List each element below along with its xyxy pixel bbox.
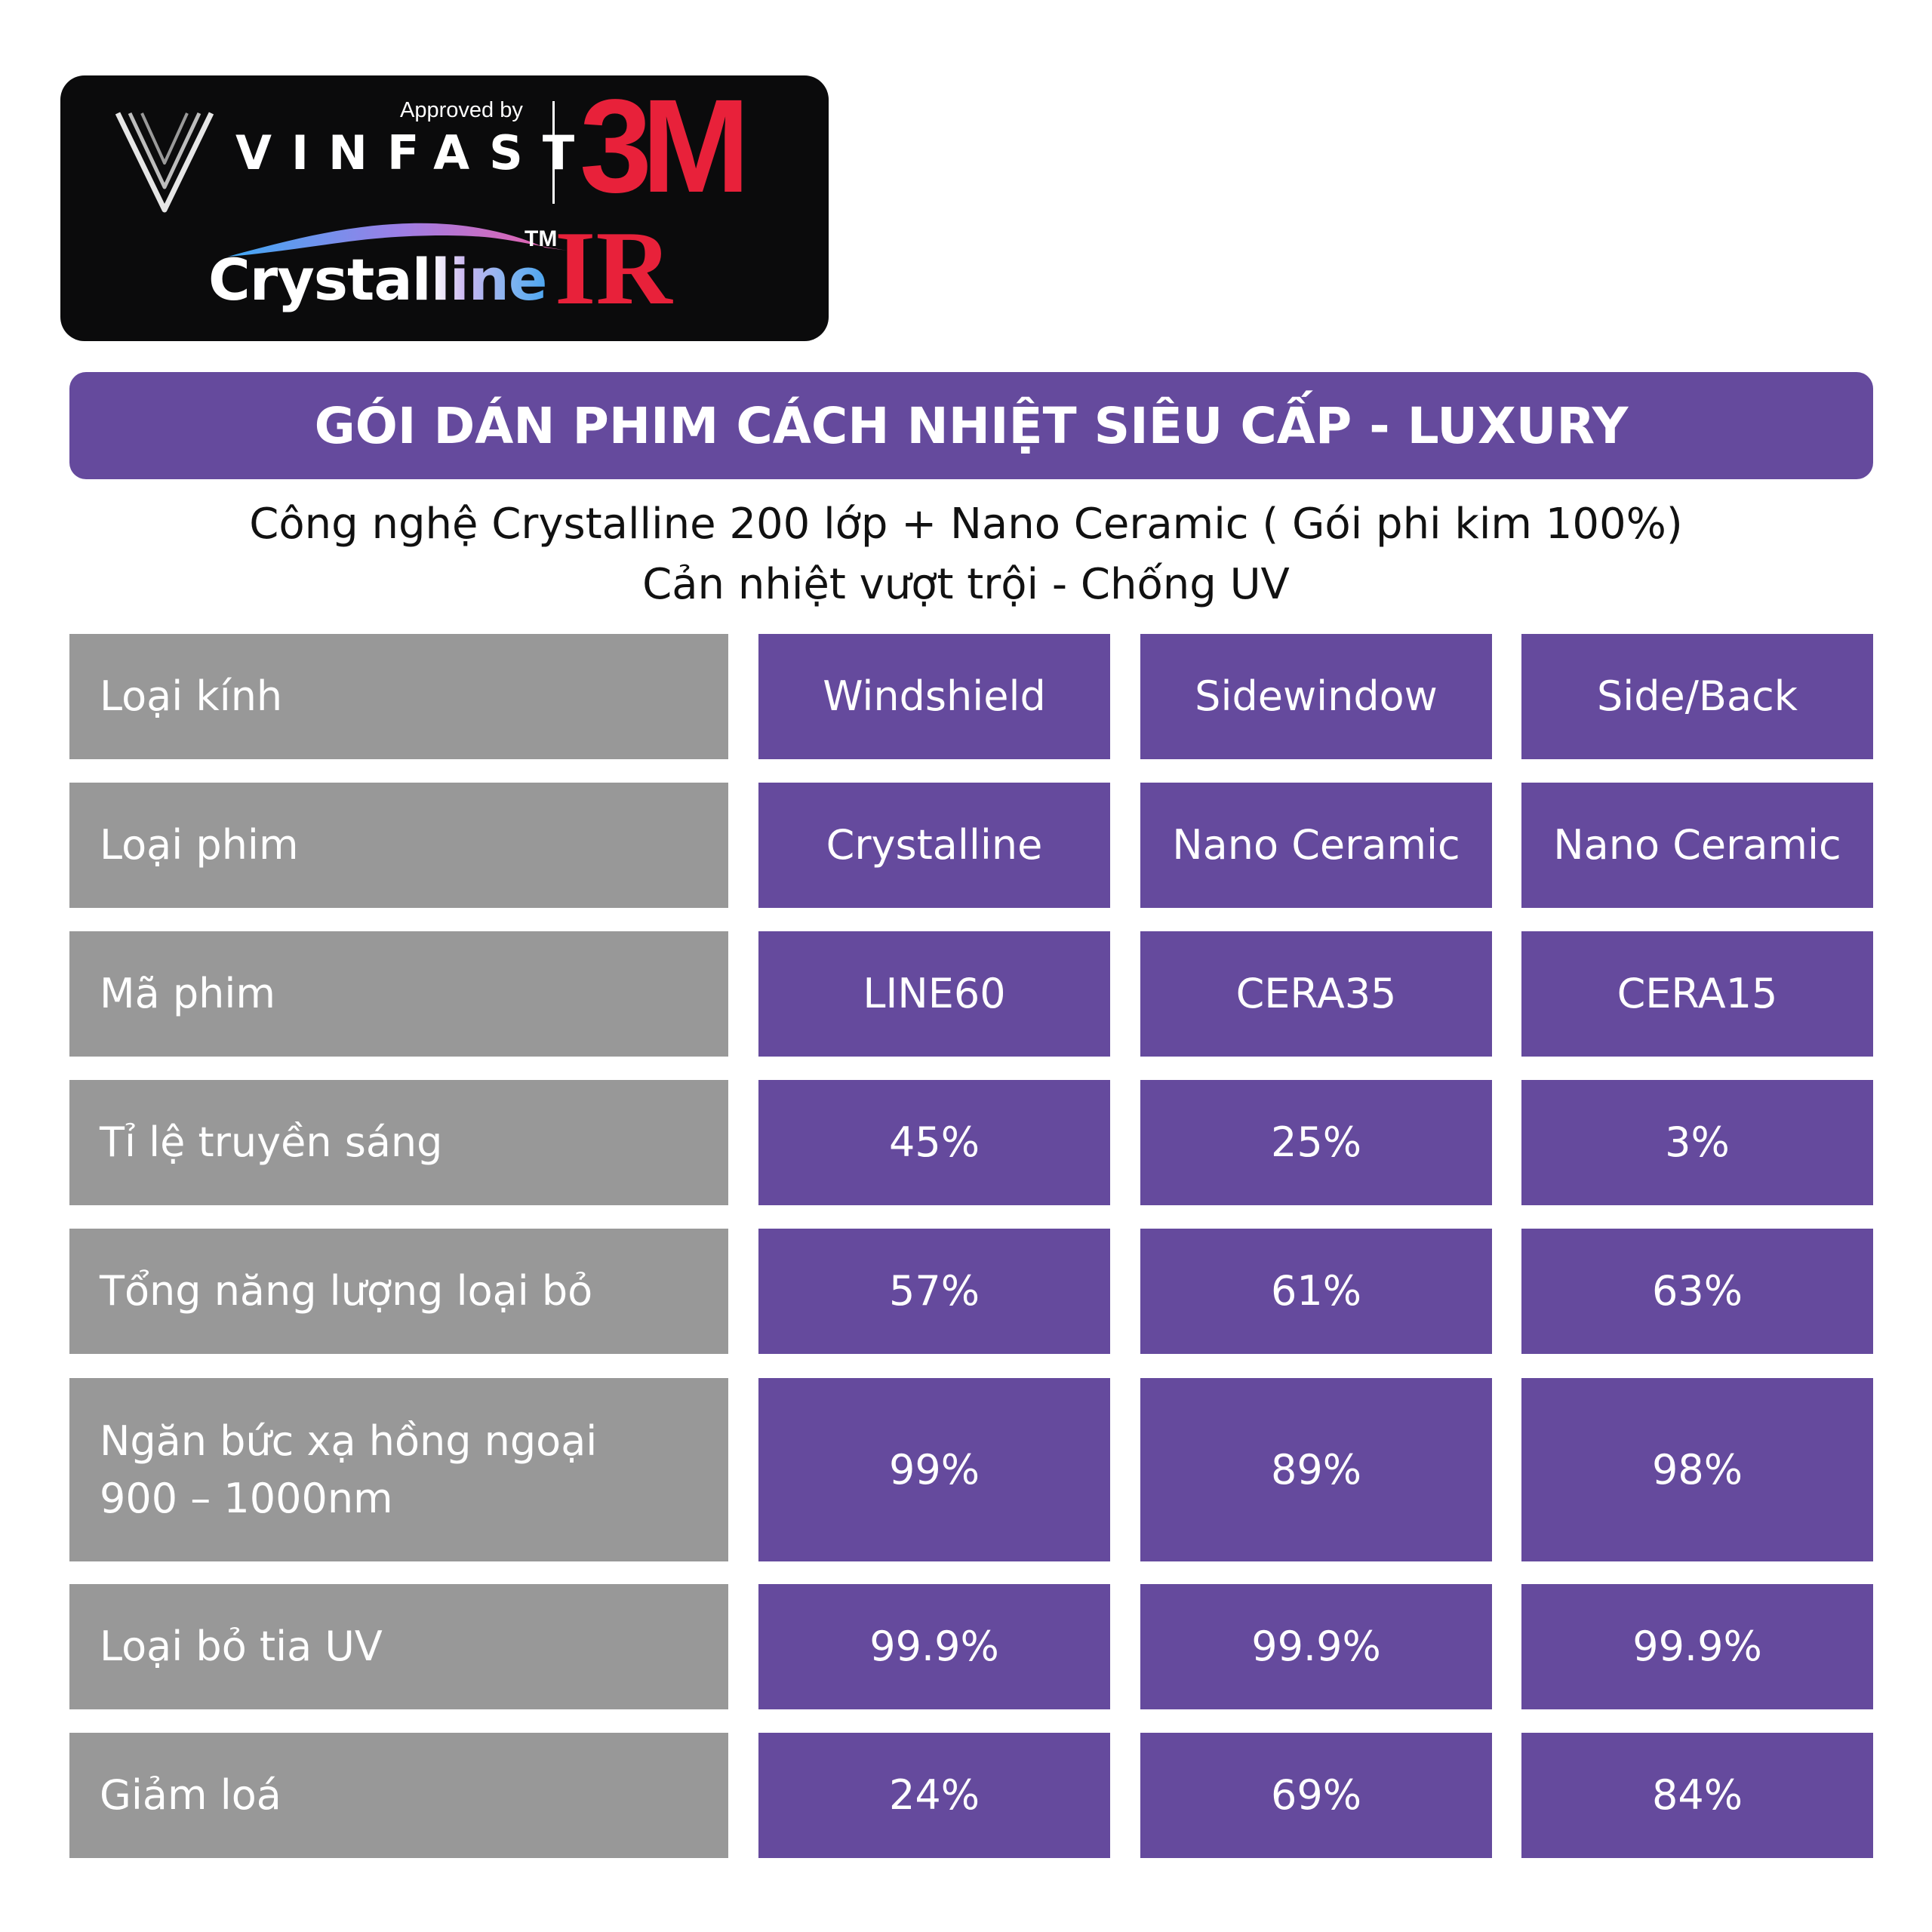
table-row-label: Tổng năng lượng loại bỏ: [69, 1229, 728, 1354]
table-row-label: Giảm loá: [69, 1733, 728, 1858]
approved-by-text: Approved by: [400, 98, 523, 122]
trademark-text: TM: [525, 226, 558, 251]
vinfast-v-logo-icon: [115, 112, 214, 213]
table-cell: Nano Ceramic: [1521, 783, 1873, 908]
table-cell: 89%: [1140, 1378, 1492, 1561]
table-row-label: Loại bỏ tia UV: [69, 1584, 728, 1709]
crystalline-wordmark-gradient: line: [430, 246, 548, 313]
brand-logo-badge: Approved by VINFAST 3M Crystalline TM IR: [60, 75, 829, 341]
table-cell: 24%: [758, 1733, 1110, 1858]
table-cell: 61%: [1140, 1229, 1492, 1354]
table-cell: 99.9%: [1521, 1584, 1873, 1709]
brand-3m-logo: 3M: [580, 75, 750, 220]
table-cell: Sidewindow: [1140, 634, 1492, 759]
ir-logo-text: IR: [555, 219, 673, 313]
table-row-label-text: Tỉ lệ truyền sáng: [100, 1118, 443, 1167]
table-cell: LINE60: [758, 931, 1110, 1057]
table-cell: 98%: [1521, 1378, 1873, 1561]
title-banner: GÓI DÁN PHIM CÁCH NHIỆT SIÊU CẤP - LUXUR…: [69, 372, 1873, 479]
logo-divider: [552, 101, 555, 204]
table-cell: 69%: [1140, 1733, 1492, 1858]
table-cell: 25%: [1140, 1080, 1492, 1205]
table-cell: 99.9%: [758, 1584, 1110, 1709]
subtitle-line-2: Cản nhiệt vượt trội - Chống UV: [642, 560, 1290, 609]
table-cell: Windshield: [758, 634, 1110, 759]
table-cell: 99%: [758, 1378, 1110, 1561]
car-swoosh-icon: [228, 223, 568, 257]
crystalline-wordmark-main: Crystal: [208, 246, 432, 313]
table-row-label: Tỉ lệ truyền sáng: [69, 1080, 728, 1205]
table-cell: 99.9%: [1140, 1584, 1492, 1709]
page-title: GÓI DÁN PHIM CÁCH NHIỆT SIÊU CẤP - LUXUR…: [314, 396, 1629, 455]
table-row-label: Loại kính: [69, 634, 728, 759]
table-cell: Nano Ceramic: [1140, 783, 1492, 908]
ir-logo: IR: [555, 219, 673, 313]
table-row-label: Loại phim: [69, 783, 728, 908]
table-cell: Crystalline: [758, 783, 1110, 908]
table-cell: 84%: [1521, 1733, 1873, 1858]
table-row-label-text: Mã phim: [100, 970, 275, 1018]
table-row-label-text: Tổng năng lượng loại bỏ: [100, 1267, 593, 1315]
crystalline-wordmark: Crystalline: [208, 246, 548, 313]
table-row-label-text: Ngăn bức xạ hồng ngoại 900 – 1000nm: [100, 1417, 598, 1522]
table-cell: 3%: [1521, 1080, 1873, 1205]
table-cell: 57%: [758, 1229, 1110, 1354]
table-row-label-text: Loại phim: [100, 821, 299, 869]
table-cell: 63%: [1521, 1229, 1873, 1354]
table-row-label: Mã phim: [69, 931, 728, 1057]
table-cell: CERA15: [1521, 931, 1873, 1057]
table-row-label-text: Giảm loá: [100, 1771, 281, 1820]
table-cell: Side/Back: [1521, 634, 1873, 759]
table-cell: 45%: [758, 1080, 1110, 1205]
table-row-label-text: Loại bỏ tia UV: [100, 1623, 383, 1671]
table-cell: CERA35: [1140, 931, 1492, 1057]
table-row-label: Ngăn bức xạ hồng ngoại 900 – 1000nm: [69, 1378, 728, 1561]
vinfast-wordmark: VINFAST: [235, 125, 595, 180]
table-row-label-text: Loại kính: [100, 672, 283, 721]
subtitle-line-1: Công nghệ Crystalline 200 lớp + Nano Cer…: [249, 500, 1683, 549]
